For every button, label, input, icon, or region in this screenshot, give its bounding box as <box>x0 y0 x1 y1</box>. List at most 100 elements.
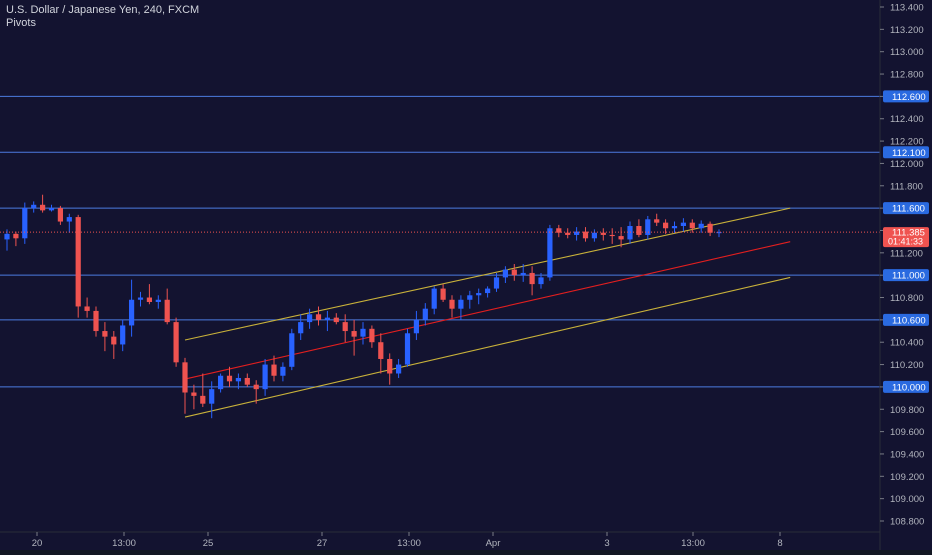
candle-body <box>404 333 411 365</box>
time-tick-label: 8 <box>777 538 782 549</box>
price-tick-label: 109.800 <box>890 405 924 416</box>
candle-body <box>476 293 482 296</box>
candle-body <box>707 223 713 233</box>
candle-body <box>102 331 108 337</box>
candle-body <box>22 208 28 239</box>
candle-body <box>298 322 304 334</box>
time-tick-label: 3 <box>604 538 609 549</box>
candle-body <box>173 322 179 363</box>
last-price-label: 111.385 <box>892 228 925 239</box>
candle-body <box>538 277 544 285</box>
price-tick-label: 113.400 <box>890 3 924 14</box>
candle-body <box>40 204 46 211</box>
candle-body <box>307 314 313 323</box>
pivot-price-tag <box>883 202 929 215</box>
price-tick-label: 110.800 <box>890 293 924 304</box>
candle-body <box>271 364 277 376</box>
candle-body <box>315 314 322 320</box>
candle-body <box>164 299 170 323</box>
candles <box>4 194 722 419</box>
countdown-label: 01:41:33 <box>888 237 923 247</box>
price-tick-label: 113.000 <box>890 47 924 58</box>
candle-body <box>387 358 393 374</box>
price-tick-label: 112.200 <box>890 137 924 148</box>
candle-body <box>253 384 259 390</box>
candle-body <box>396 364 402 374</box>
time-tick-label: 20 <box>32 538 43 549</box>
candle-body <box>582 231 589 239</box>
candle-body <box>485 288 491 294</box>
candle-body <box>84 306 90 311</box>
time-tick-label: 25 <box>203 538 214 549</box>
price-tick-label: 112.800 <box>890 70 924 81</box>
price-tick-label: 111.200 <box>890 248 923 259</box>
candle-body <box>458 299 464 309</box>
candle-body <box>529 272 535 285</box>
candle-body <box>226 375 233 382</box>
price-tick-label: 111.800 <box>890 181 923 192</box>
candle-body <box>262 364 268 390</box>
candle-body <box>4 233 10 240</box>
candle-body <box>209 389 215 404</box>
candle-body <box>502 269 508 278</box>
candle-body <box>645 219 651 235</box>
pivot-price-label: 110.000 <box>892 382 926 393</box>
candle-body <box>627 226 633 240</box>
candle-body <box>556 228 562 233</box>
pivot-price-tag <box>883 146 929 159</box>
price-tick-label: 113.200 <box>890 25 924 36</box>
candle-body <box>351 331 357 337</box>
candle-body <box>75 217 81 307</box>
candle-body <box>48 208 55 211</box>
price-tick-label: 109.000 <box>890 494 924 505</box>
channel-lower-line <box>184 276 791 418</box>
price-tick-label: 112.000 <box>890 159 924 170</box>
candle-body <box>280 366 286 376</box>
candle-body <box>440 288 446 300</box>
price-tick-label: 110.400 <box>890 338 924 349</box>
channel-mid-line <box>184 241 791 380</box>
last-price-tag <box>883 227 929 248</box>
pivot-price-label: 112.600 <box>892 92 926 103</box>
price-tick-label: 109.400 <box>890 449 924 460</box>
channel-upper-line <box>184 207 791 341</box>
candle-body <box>369 328 375 343</box>
pivot-price-tag <box>883 313 929 326</box>
candle-body <box>565 232 571 235</box>
candle-body <box>244 377 250 385</box>
candle-body <box>360 328 366 337</box>
candle-body <box>342 322 348 332</box>
candle-body <box>218 375 224 390</box>
time-tick-label: 13:00 <box>112 538 136 549</box>
time-axis: 20 13:00 25 27 13:00 Apr 3 13:00 8 <box>32 532 783 549</box>
candle-body <box>155 299 161 302</box>
candle-body <box>235 377 241 382</box>
candle-body <box>689 222 695 229</box>
chart-legend: U.S. Dollar / Japanese Yen, 240, FXCM Pi… <box>6 4 199 30</box>
candle-body <box>520 272 526 276</box>
candle-body <box>13 233 19 239</box>
candle-body <box>200 395 206 404</box>
candle-body <box>129 299 135 326</box>
pivot-price-tag <box>883 380 929 393</box>
time-tick-label: Apr <box>486 538 501 549</box>
candle-body <box>31 204 37 209</box>
candle-body <box>493 277 500 289</box>
candle-body <box>618 236 624 240</box>
price-tick-label: 109.600 <box>890 427 924 438</box>
pivot-price-label: 111.000 <box>892 271 925 282</box>
candle-body <box>120 325 126 345</box>
symbol-title: U.S. Dollar / Japanese Yen, 240, FXCM <box>6 4 200 16</box>
candle-body <box>547 228 553 278</box>
candle-body <box>671 226 678 229</box>
candle-body <box>191 392 197 396</box>
candle-body <box>93 310 99 332</box>
candle-body <box>449 299 455 309</box>
price-tick-label: 110.200 <box>890 360 924 371</box>
pivot-price-tag <box>883 90 929 103</box>
price-tick-label: 108.800 <box>890 517 924 528</box>
candle-body <box>66 217 72 222</box>
